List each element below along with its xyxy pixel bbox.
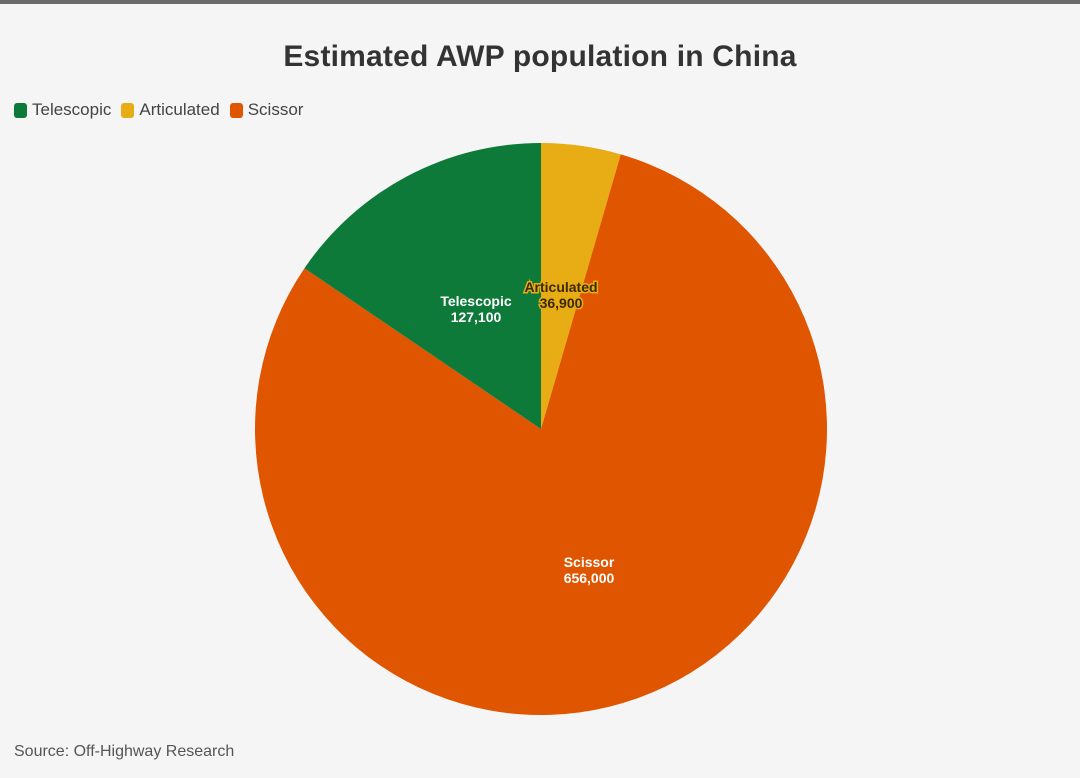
pie-slice-telescopic <box>304 143 541 429</box>
legend-label-telescopic: Telescopic <box>32 100 112 119</box>
source-note: Source: Off-Highway Research <box>14 743 235 760</box>
slice-label-scissor-name: Scissor <box>564 554 615 570</box>
legend-swatch-scissor <box>229 102 243 118</box>
pie-slice-articulated <box>541 143 621 429</box>
pie-slice-scissor <box>254 154 827 715</box>
legend-item-telescopic: Telescopic <box>14 100 111 120</box>
slice-label-scissor-value: 656,000 <box>564 570 615 586</box>
slice-label-articulated-value: 36,900 <box>540 295 583 311</box>
legend-label-articulated: Articulated <box>139 100 220 119</box>
legend-item-scissor: Scissor <box>229 100 304 120</box>
slice-label-telescopic-name: Telescopic <box>440 293 512 309</box>
top-rule <box>0 0 1080 4</box>
legend: Telescopic Articulated Scissor <box>14 98 303 122</box>
legend-label-scissor: Scissor <box>247 100 304 119</box>
legend-swatch-articulated <box>121 102 135 118</box>
legend-item-articulated: Articulated <box>121 100 220 120</box>
slice-label-telescopic-value: 127,100 <box>451 309 502 325</box>
slice-label-articulated-name: Articulated <box>524 279 597 295</box>
legend-swatch-telescopic <box>14 102 27 118</box>
chart-title: Estimated AWP population in China <box>283 40 797 73</box>
